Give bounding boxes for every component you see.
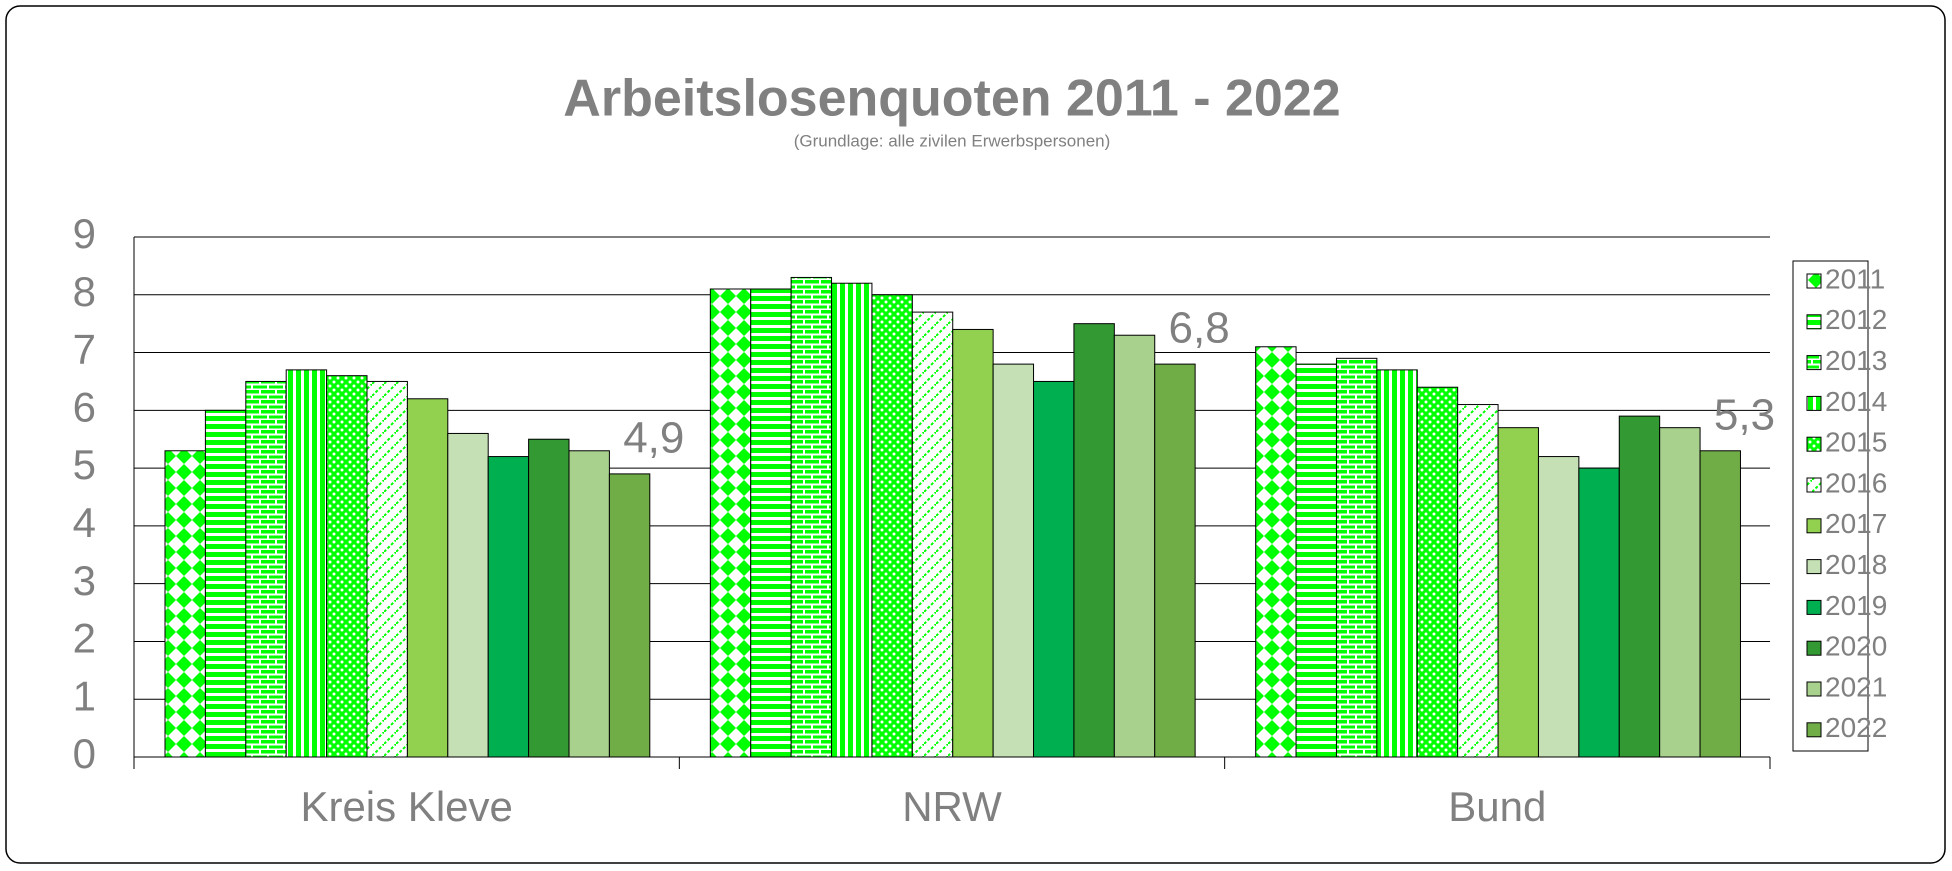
bar bbox=[1618, 415, 1661, 758]
y-tick-label: 2 bbox=[73, 615, 96, 662]
bar bbox=[164, 450, 206, 758]
y-tick-label: 1 bbox=[73, 672, 96, 719]
value-label: 4,9 bbox=[623, 414, 684, 463]
bar bbox=[1457, 404, 1499, 758]
y-tick-label: 5 bbox=[73, 441, 96, 488]
legend-label: 2020 bbox=[1825, 631, 1887, 662]
legend-label: 2012 bbox=[1825, 304, 1887, 335]
legend-label: 2018 bbox=[1825, 549, 1887, 580]
bar bbox=[1113, 334, 1156, 758]
x-tick-label: NRW bbox=[902, 783, 1002, 830]
y-tick-label: 7 bbox=[73, 326, 96, 373]
bar bbox=[406, 398, 449, 758]
legend-label: 2011 bbox=[1825, 263, 1885, 294]
legend-label: 2022 bbox=[1825, 712, 1887, 743]
legend-label: 2014 bbox=[1825, 386, 1887, 417]
y-tick-label: 9 bbox=[73, 210, 96, 257]
bar bbox=[245, 380, 287, 758]
x-tick-label: Bund bbox=[1448, 783, 1546, 830]
legend-label: 2021 bbox=[1825, 671, 1887, 702]
bar bbox=[911, 311, 954, 758]
bar bbox=[285, 369, 328, 758]
bar bbox=[1537, 456, 1580, 758]
y-tick-label: 8 bbox=[73, 268, 96, 315]
bar bbox=[871, 294, 913, 758]
x-tick-label: Kreis Kleve bbox=[300, 783, 512, 830]
legend-swatch bbox=[1806, 477, 1822, 493]
bar bbox=[528, 438, 570, 758]
y-tick-label: 0 bbox=[73, 730, 96, 777]
bar bbox=[204, 409, 247, 758]
value-label: 5,3 bbox=[1714, 390, 1775, 439]
bar bbox=[487, 456, 530, 758]
bar bbox=[608, 473, 651, 758]
legend-label: 2016 bbox=[1825, 467, 1887, 498]
y-tick-label: 4 bbox=[73, 499, 96, 546]
bar bbox=[1154, 363, 1196, 758]
legend-swatch bbox=[1806, 314, 1822, 330]
chart-subtitle: (Grundlage: alle zivilen Erwerbspersonen… bbox=[794, 131, 1111, 150]
legend-label: 2019 bbox=[1825, 590, 1887, 621]
bar bbox=[1335, 357, 1378, 758]
legend-swatch bbox=[1806, 599, 1822, 615]
bar bbox=[1416, 386, 1459, 758]
bar bbox=[1295, 363, 1337, 758]
bar bbox=[1578, 467, 1620, 758]
bar bbox=[1659, 427, 1701, 758]
legend-swatch bbox=[1806, 395, 1822, 411]
legend-swatch bbox=[1806, 681, 1822, 697]
bar bbox=[1033, 380, 1075, 758]
legend-swatch bbox=[1806, 436, 1822, 452]
bar bbox=[1073, 323, 1115, 758]
bar bbox=[366, 380, 408, 758]
legend-swatch bbox=[1806, 722, 1822, 738]
legend-label: 2017 bbox=[1825, 508, 1887, 539]
legend-label: 2013 bbox=[1825, 345, 1887, 376]
bar bbox=[447, 432, 489, 758]
bar bbox=[1255, 346, 1297, 758]
legend-swatch bbox=[1806, 518, 1822, 534]
bar bbox=[1497, 427, 1539, 758]
bar bbox=[1376, 369, 1418, 758]
bar bbox=[952, 328, 994, 758]
chart-title: Arbeitslosenquoten 2011 - 2022 bbox=[563, 70, 1340, 128]
legend-box bbox=[1792, 260, 1869, 752]
bar bbox=[750, 288, 792, 758]
bar bbox=[992, 363, 1035, 758]
bar bbox=[326, 375, 368, 758]
legend-swatch bbox=[1806, 559, 1822, 575]
legend-label: 2015 bbox=[1825, 427, 1887, 458]
bar bbox=[790, 276, 833, 758]
value-label: 6,8 bbox=[1169, 304, 1230, 353]
legend-swatch bbox=[1806, 640, 1822, 656]
bar bbox=[568, 450, 610, 758]
y-tick-label: 3 bbox=[73, 557, 96, 604]
legend-swatch bbox=[1806, 273, 1822, 289]
y-tick-label: 6 bbox=[73, 383, 96, 430]
bar bbox=[1699, 450, 1741, 758]
bar bbox=[831, 282, 873, 758]
legend-swatch bbox=[1806, 355, 1822, 371]
bar bbox=[709, 288, 752, 758]
